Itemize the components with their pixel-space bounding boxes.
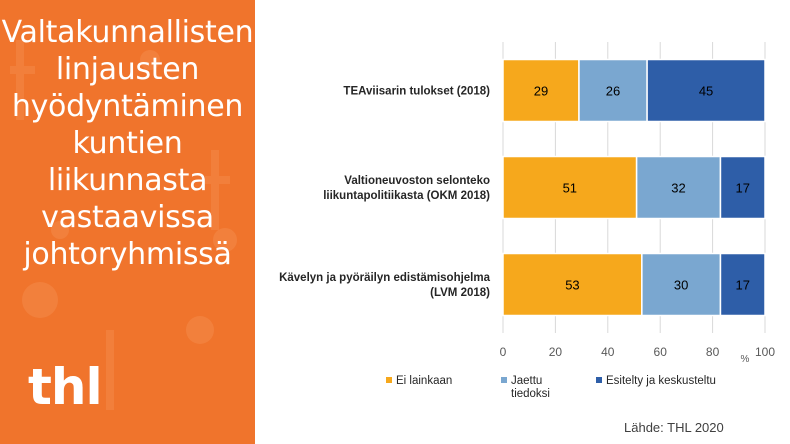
legend-label: Ei lainkaan [396, 375, 452, 387]
thl-logo: thl [28, 358, 103, 416]
data-label: 45 [699, 84, 713, 99]
legend-label: Esitelty ja keskusteltu [606, 375, 716, 387]
data-label: 26 [606, 84, 620, 99]
category-label: Kävelyn ja pyöräilyn edistämisohjelma [279, 272, 491, 284]
legend-swatch [501, 377, 507, 383]
background-pattern [10, 40, 237, 410]
x-tick-label: 60 [654, 345, 668, 359]
data-label: 53 [565, 278, 579, 293]
bar-segment [578, 58, 648, 123]
title-line: vastaavissa [41, 200, 214, 235]
x-tick-label: 0 [500, 345, 507, 359]
title-line: linjausten [55, 52, 200, 87]
legend-label: tiedoksi [511, 388, 550, 400]
data-label: 30 [674, 278, 688, 293]
x-tick-label: 80 [706, 345, 720, 359]
category-label: (LVM 2018) [430, 287, 490, 299]
source-note: Lähde: THL 2020 [624, 420, 724, 435]
bar-segment [502, 155, 638, 220]
bar-segment [646, 58, 766, 123]
title-line: hyödyntäminen [11, 89, 244, 124]
title-line: liikunnasta [47, 163, 208, 198]
bar-segment [635, 155, 722, 220]
category-label: Valtioneuvoston selonteko [344, 175, 490, 187]
sidebar-panel: Valtakunnallisten linjausten hyödyntämin… [0, 0, 255, 444]
data-label: 32 [671, 181, 685, 196]
x-tick-label: 20 [549, 345, 563, 359]
data-label: 51 [563, 181, 577, 196]
x-tick-label: 40 [601, 345, 615, 359]
legend-label: Jaettu [511, 375, 542, 387]
category-label: TEAviisarin tulokset (2018) [343, 86, 490, 98]
bar-segment [719, 252, 766, 317]
data-label: 17 [735, 181, 749, 196]
legend-swatch [596, 377, 602, 383]
bar-segment [719, 155, 766, 220]
title-line: Valtakunnallisten [1, 15, 254, 50]
category-label: liikuntapolitiikasta (OKM 2018) [323, 190, 490, 202]
bar-segment [502, 252, 643, 317]
x-unit-label: % [741, 354, 750, 365]
data-label: 29 [534, 84, 548, 99]
sidebar-title: Valtakunnallisten linjausten hyödyntämin… [0, 14, 255, 273]
legend-swatch [386, 377, 392, 383]
title-line: kuntien [72, 126, 183, 161]
title-line: johtoryhmissä [23, 237, 232, 272]
data-label: 17 [735, 278, 749, 293]
bar-segment [641, 252, 722, 317]
x-tick-label: 100 [755, 345, 775, 359]
stacked-bar-chart: 29 26 45 TEAviisarin tulokset (2018) 51 32 17 V… [279, 42, 775, 400]
